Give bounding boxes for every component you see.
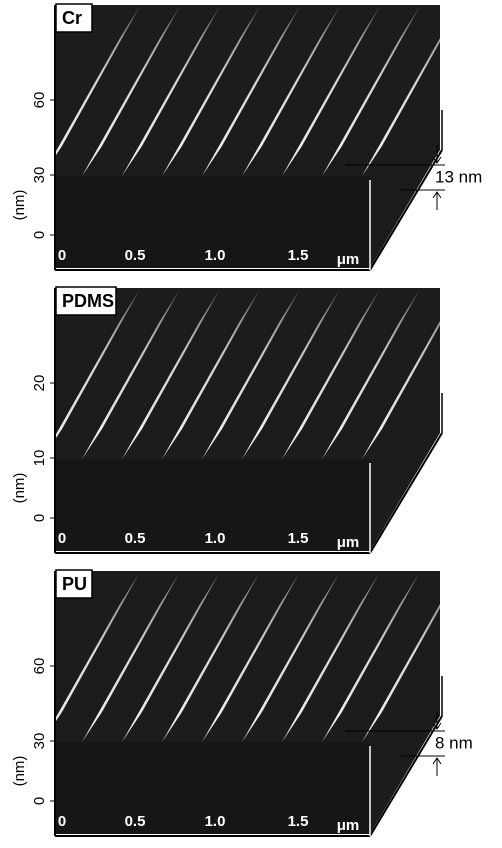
- x-tick-label: 1.0: [205, 530, 226, 547]
- ridge: [55, 572, 140, 742]
- ridge: [362, 289, 440, 459]
- y-tick-label: 0: [31, 797, 48, 805]
- panel-label: PU: [62, 574, 87, 594]
- panel-label: Cr: [62, 8, 82, 28]
- arrow-down: [432, 711, 442, 730]
- front-face: [55, 459, 370, 551]
- ridge: [202, 289, 300, 459]
- ridge: [55, 289, 140, 459]
- x-tick-label: 0.5: [125, 530, 146, 547]
- ridge: [82, 572, 180, 742]
- axis-depth: [369, 149, 443, 271]
- x-tick-label: 1.5: [288, 247, 309, 264]
- x-tick-label: 1.5: [288, 813, 309, 830]
- ridge: [82, 6, 180, 176]
- x-tick-label: 1.0: [205, 813, 226, 830]
- panel-label: PDMS: [62, 291, 114, 311]
- x-tick-label: 0: [58, 247, 66, 264]
- ridges: [55, 6, 440, 176]
- x-tick-label: 0.5: [125, 813, 146, 830]
- x-unit: μm: [337, 534, 360, 551]
- y-axis-label: (nm): [11, 756, 28, 787]
- ridge: [282, 572, 380, 742]
- ridge: [242, 289, 340, 459]
- ridge: [322, 289, 420, 459]
- ridges: [55, 289, 440, 459]
- ridges: [55, 572, 440, 742]
- y-tick-label: 60: [31, 92, 48, 109]
- ridge: [322, 572, 420, 742]
- y-tick-label: 10: [31, 450, 48, 467]
- afm-panel: Cr (nm) 60 30 0 0 0.5 1.0 1.5 μm 13 nm: [11, 3, 482, 271]
- ridge: [162, 6, 260, 176]
- panel-label-box: [55, 286, 117, 316]
- y-tick-label: 0: [31, 231, 48, 239]
- ridge: [242, 6, 340, 176]
- y-tick-label: 30: [31, 167, 48, 184]
- x-unit: μm: [337, 817, 360, 834]
- y-tick-label: 20: [31, 375, 48, 392]
- ridge: [122, 289, 220, 459]
- x-unit: μm: [337, 251, 360, 268]
- arrow-up: [432, 191, 442, 210]
- ridge: [82, 289, 180, 459]
- ridge: [202, 6, 300, 176]
- x-tick-label: 1.5: [288, 530, 309, 547]
- y-tick-label: 0: [31, 514, 48, 522]
- y-tick-label: 30: [31, 733, 48, 750]
- y-axis-label: (nm): [11, 190, 28, 221]
- afm-panel: PU (nm) 60 30 0 0 0.5 1.0 1.5 μm 8 nm: [11, 569, 473, 837]
- x-tick-label: 0: [58, 813, 66, 830]
- ridge: [122, 6, 220, 176]
- ridge: [55, 6, 140, 176]
- y-tick-label: 60: [31, 658, 48, 675]
- front-face: [55, 742, 370, 834]
- ridge: [122, 572, 220, 742]
- ridge: [202, 572, 300, 742]
- ridge: [362, 572, 440, 742]
- ridge: [362, 6, 440, 176]
- arrow-down: [432, 145, 442, 164]
- ridge: [322, 6, 420, 176]
- panel-label-box: [55, 3, 93, 33]
- height-annotation: 13 nm: [435, 167, 482, 186]
- x-tick-label: 0.5: [125, 247, 146, 264]
- front-face: [55, 176, 370, 268]
- ridge: [282, 6, 380, 176]
- ridge: [282, 289, 380, 459]
- ridge: [242, 572, 340, 742]
- ridge: [162, 572, 260, 742]
- axis-depth: [369, 715, 443, 837]
- x-tick-label: 0: [58, 530, 66, 547]
- x-tick-label: 1.0: [205, 247, 226, 264]
- y-axis-label: (nm): [11, 473, 28, 504]
- ridge: [162, 289, 260, 459]
- panel-label-box: [55, 569, 93, 599]
- afm-panel: PDMS (nm) 20 10 0 0 0.5 1.0 1.5 μm: [11, 286, 443, 554]
- arrow-up: [432, 757, 442, 776]
- height-annotation: 8 nm: [435, 733, 473, 752]
- axis-depth: [369, 432, 443, 554]
